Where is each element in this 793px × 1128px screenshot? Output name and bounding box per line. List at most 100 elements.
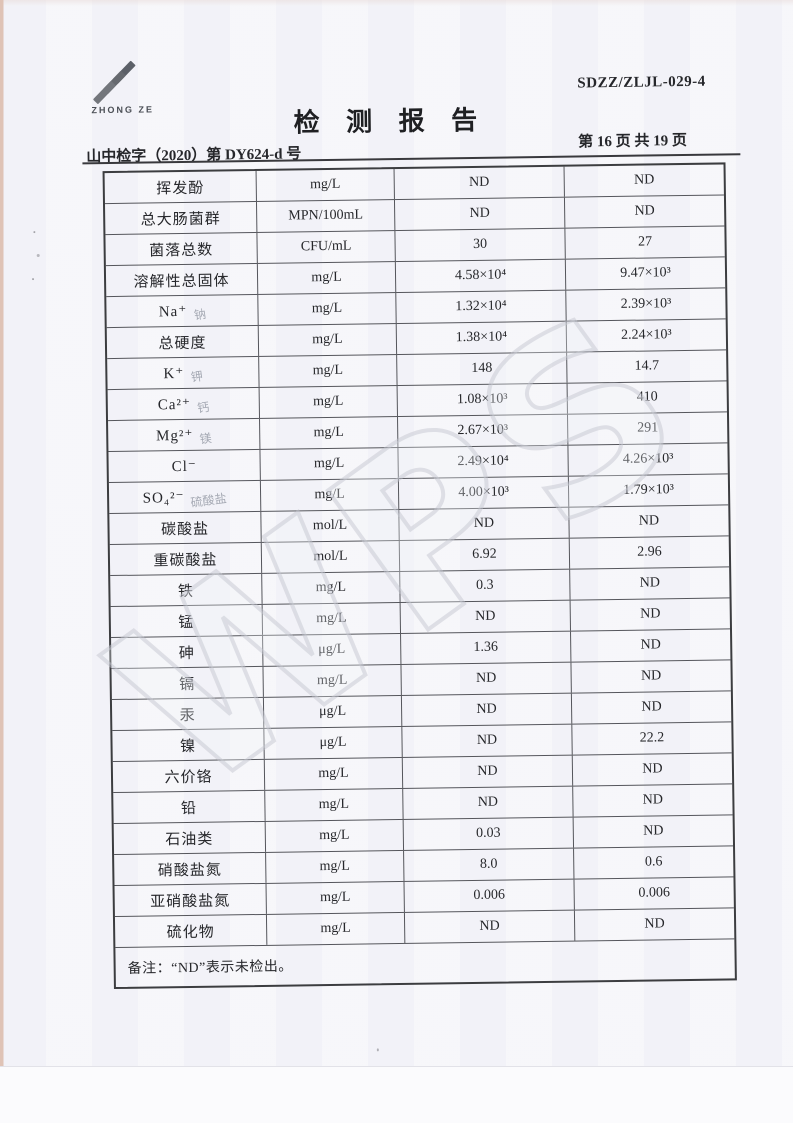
unit-cell: mg/L: [255, 169, 394, 201]
handwritten-annotation: 钙: [196, 399, 211, 415]
handwritten-annotation: 镁: [198, 430, 213, 446]
value2-cell: 22.2: [571, 722, 732, 755]
value1-cell: 8.0: [403, 848, 574, 881]
value1-cell: ND: [401, 724, 572, 757]
value2-cell: 14.7: [566, 350, 727, 383]
scan-speck: [33, 231, 36, 234]
scan-speck: [32, 278, 35, 281]
unit-cell: mg/L: [262, 665, 401, 697]
unit-cell: mol/L: [260, 510, 399, 542]
parameter-cell: 砷: [111, 636, 262, 668]
value1-cell: 6.92: [398, 538, 570, 572]
value2-cell: ND: [570, 691, 732, 724]
value1-cell: ND: [400, 693, 572, 726]
value2-cell: ND: [572, 784, 733, 817]
value2-cell: 9.47×10³: [564, 257, 726, 290]
parameter-cell: 重碳酸盐: [110, 543, 261, 575]
value2-cell: 410: [566, 381, 727, 414]
parameter-name: 亚硝酸盐氮: [150, 892, 231, 911]
results-table: 挥发酚 mg/L ND ND 总大肠菌群 MPN/100mL ND ND 菌落总…: [102, 162, 737, 990]
value1-cell: 4.58×10⁴: [394, 259, 566, 293]
parameter-cell: 石油类: [114, 822, 265, 854]
value1-cell: 0.03: [402, 817, 574, 850]
value2-cell: ND: [572, 815, 734, 848]
parameter-name: 镉: [179, 676, 196, 693]
value2-cell: ND: [563, 164, 724, 197]
value1-cell: 0.3: [399, 569, 570, 603]
value2-cell: ND: [573, 908, 735, 941]
value2-cell: 27: [564, 226, 725, 259]
unit-cell: mg/L: [261, 603, 401, 635]
parameter-cell: 镉: [111, 667, 262, 699]
value1-cell: ND: [403, 910, 575, 943]
parameter-name: 铅: [180, 800, 198, 817]
parameter-cell: 锰: [111, 605, 262, 637]
parameter-name: 挥发酚: [156, 180, 205, 197]
parameter-name: 硫化物: [166, 924, 215, 941]
parameter-cell: Ca²⁺ 钙: [108, 388, 259, 420]
value1-cell: ND: [399, 600, 571, 634]
scan-speck: [376, 1048, 379, 1052]
value1-cell: ND: [393, 197, 565, 231]
value2-cell: ND: [570, 629, 731, 662]
parameter-cell: 挥发酚: [105, 171, 256, 203]
handwritten-annotation: 钠: [192, 306, 207, 322]
unit-cell: mg/L: [259, 417, 398, 449]
unit-cell: MPN/100mL: [255, 200, 395, 232]
parameter-cell: SO₄²⁻ 硫酸盐: [109, 481, 260, 513]
parameter-name: Ca²⁺: [157, 396, 191, 413]
unit-cell: mg/L: [265, 881, 404, 914]
parameter-cell: 亚硝酸盐氮: [115, 884, 266, 916]
value1-cell: 1.08×10³: [396, 383, 567, 417]
parameter-name: 碳酸盐: [160, 521, 210, 538]
parameter-cell: 总硬度: [107, 326, 258, 358]
value1-cell: 1.36: [400, 631, 571, 665]
parameter-name: 锰: [178, 614, 195, 631]
unit-cell: mg/L: [265, 912, 405, 945]
parameter-cell: Cl⁻: [108, 450, 259, 482]
value1-cell: ND: [398, 507, 569, 541]
value2-cell: 291: [566, 412, 728, 445]
note-text: 备注：“ND”表示未检出。: [127, 959, 293, 977]
unit-cell: mg/L: [264, 788, 403, 821]
page-bottom-edge: [0, 1066, 793, 1123]
value2-cell: ND: [570, 660, 731, 693]
value1-cell: 2.49×10⁴: [397, 445, 568, 479]
value1-cell: 1.38×10⁴: [395, 321, 567, 355]
parameter-cell: 铁: [110, 574, 261, 606]
parameter-name: K⁺: [163, 365, 185, 382]
parameter-name: Na⁺: [158, 303, 188, 320]
parameter-cell: 菌落总数: [105, 233, 256, 265]
unit-cell: mg/L: [258, 355, 397, 387]
value1-cell: ND: [402, 786, 573, 819]
parameter-cell: 六价铬: [113, 760, 264, 792]
unit-cell: μg/L: [263, 726, 402, 759]
parameter-name: 总硬度: [158, 335, 207, 352]
parameter-name: 总大肠菌群: [140, 210, 221, 229]
unit-cell: mg/L: [259, 479, 399, 511]
value2-cell: 2.96: [568, 536, 730, 569]
unit-cell: mg/L: [256, 262, 396, 294]
unit-cell: mg/L: [257, 324, 397, 356]
parameter-cell: 硝酸盐氮: [114, 853, 265, 885]
parameter-name: 菌落总数: [149, 242, 214, 259]
value1-cell: 4.00×10³: [397, 476, 569, 510]
unit-cell: μg/L: [262, 634, 401, 666]
value2-cell: ND: [569, 567, 730, 600]
unit-cell: μg/L: [262, 696, 402, 728]
value1-cell: 148: [396, 352, 567, 386]
unit-cell: mg/L: [258, 386, 397, 418]
parameter-name: SO₄²⁻: [142, 489, 185, 507]
parameter-cell: 硫化物: [115, 915, 266, 947]
parameter-cell: 总大肠菌群: [105, 202, 256, 234]
value2-cell: 2.24×10³: [565, 319, 727, 352]
unit-cell: mg/L: [264, 819, 404, 852]
unit-cell: mg/L: [259, 448, 398, 480]
value1-cell: 1.32×10⁴: [395, 290, 566, 324]
value1-cell: ND: [400, 662, 571, 696]
parameter-name: 砷: [178, 645, 195, 662]
unit-cell: mg/L: [257, 293, 396, 325]
parameter-cell: 铅: [113, 791, 264, 823]
handwritten-annotation: 钾: [189, 368, 204, 385]
